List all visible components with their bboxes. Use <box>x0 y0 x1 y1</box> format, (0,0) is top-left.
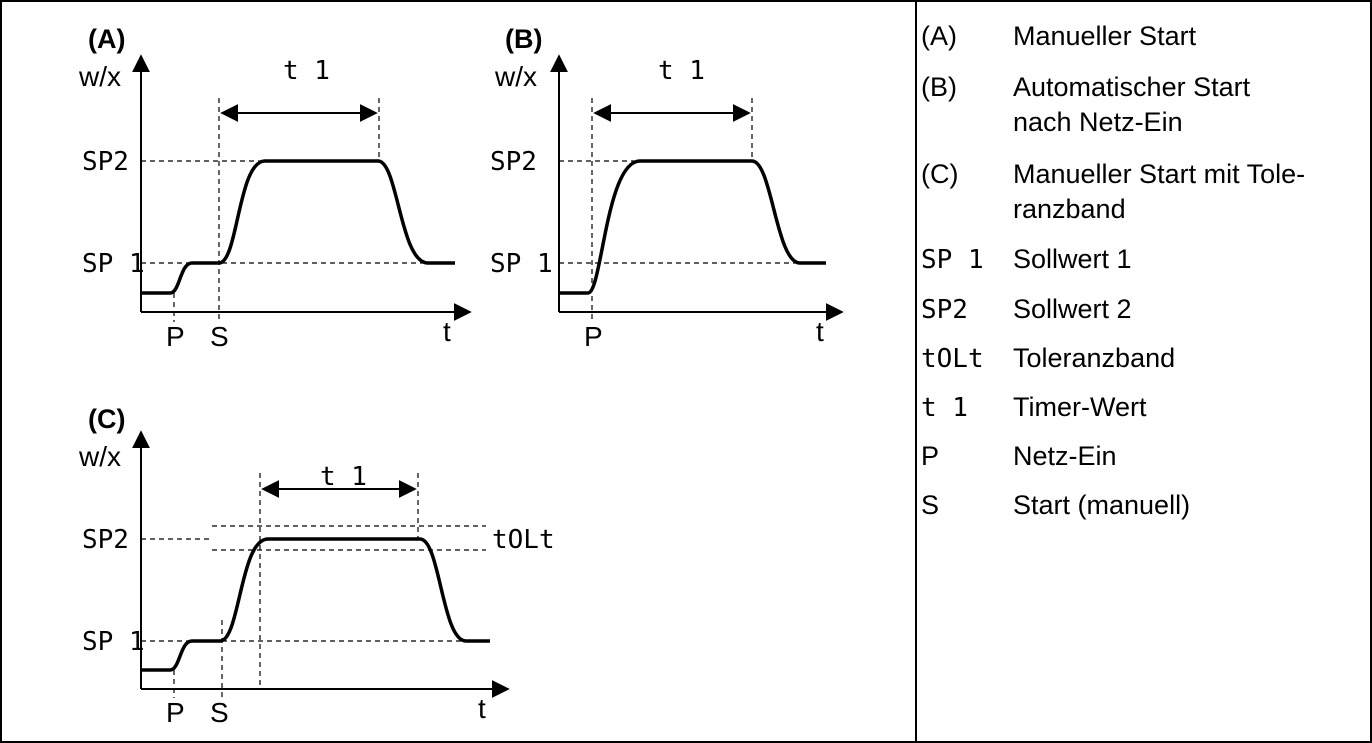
panel-a-x-label: t <box>443 316 451 347</box>
panel-a-title: (A) <box>88 24 125 54</box>
panel-b-process-curve <box>559 159 826 295</box>
legend-text-p: Netz-Ein <box>1013 441 1117 471</box>
panel-c-marker-p: P <box>166 697 185 728</box>
panel-b-y-label: w/x <box>494 61 537 92</box>
panel-b-timer-label: t 1 <box>658 56 705 86</box>
panel-b-title: (B) <box>505 24 542 54</box>
legend-text-c-line2: ranzband <box>1013 194 1126 224</box>
legend-key-p: P <box>921 441 939 471</box>
panel-a-process-curve <box>141 159 455 295</box>
legend-text-b-line2: nach Netz-Ein <box>1013 107 1183 137</box>
panel-c-process-curve <box>141 537 490 672</box>
legend-key-s: S <box>921 490 939 520</box>
panel-c-sp2-label: SP2 <box>82 525 129 555</box>
panel-a-marker-s: S <box>210 321 229 352</box>
panel-a-timer-label: t 1 <box>283 56 330 86</box>
legend-key-sp1: SP 1 <box>921 245 984 275</box>
panel-a-y-label: w/x <box>78 61 121 92</box>
panel-c: (C) w/x SP2 SP 1 t 1 tOLt P S t <box>78 404 555 728</box>
panel-b-marker-p: P <box>584 321 603 352</box>
legend-text-b: Automatischer Start <box>1013 72 1251 102</box>
legend-text-a: Manueller Start <box>1013 21 1197 51</box>
legend-text-c: Manueller Start mit Tole- <box>1013 159 1305 189</box>
legend-key-b: (B) <box>921 72 957 102</box>
panel-b-x-label: t <box>816 316 824 347</box>
panel-a-marker-p: P <box>166 321 185 352</box>
panel-a: (A) w/x SP2 SP 1 t 1 P S t <box>78 24 472 352</box>
legend-text-sp2: Sollwert 2 <box>1013 294 1132 324</box>
legend-key-c: (C) <box>921 159 958 189</box>
legend-text-tolt: Toleranzband <box>1013 343 1175 373</box>
panel-c-title: (C) <box>88 404 125 434</box>
panel-c-tolerance-label: tOLt <box>492 525 555 555</box>
panel-c-timer-label: t 1 <box>320 462 367 492</box>
legend-key-t1: t 1 <box>921 393 968 423</box>
legend-text-sp1: Sollwert 1 <box>1013 244 1132 274</box>
legend-key-sp2: SP2 <box>921 295 968 325</box>
panel-b-sp1-label: SP 1 <box>490 249 553 279</box>
legend: (A) Manueller Start (B) Automatischer St… <box>921 21 1305 520</box>
panel-c-marker-s: S <box>210 697 229 728</box>
panel-c-y-label: w/x <box>78 441 121 472</box>
panel-a-sp1-label: SP 1 <box>82 249 145 279</box>
panel-a-sp2-label: SP2 <box>82 147 129 177</box>
panel-b: (B) w/x SP2 SP 1 t 1 P t <box>490 24 844 352</box>
panel-c-x-label: t <box>478 693 486 724</box>
legend-key-a: (A) <box>921 21 957 51</box>
legend-key-tolt: tOLt <box>921 344 984 374</box>
panel-c-sp1-label: SP 1 <box>82 627 145 657</box>
legend-text-t1: Timer-Wert <box>1013 392 1147 422</box>
panel-b-sp2-label: SP2 <box>490 147 537 177</box>
legend-text-s: Start (manuell) <box>1013 490 1190 520</box>
